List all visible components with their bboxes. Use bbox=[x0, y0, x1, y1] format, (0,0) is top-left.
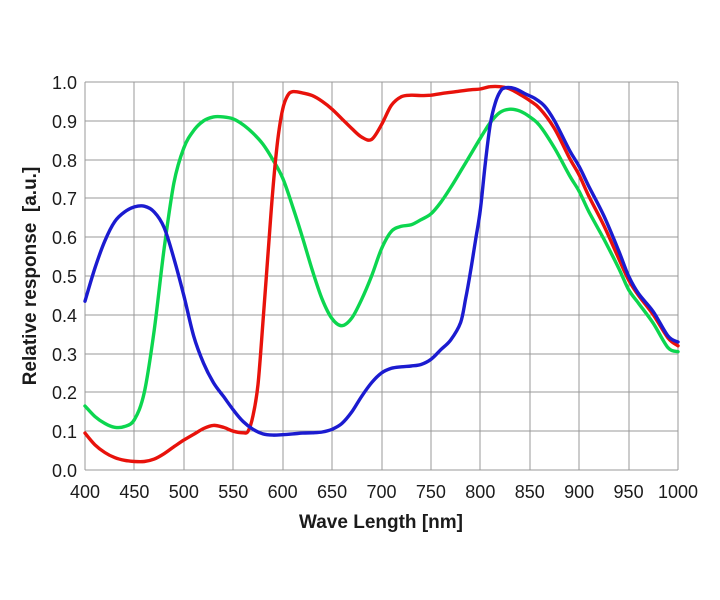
x-tick-label: 700 bbox=[366, 482, 397, 502]
x-tick-label: 900 bbox=[564, 482, 595, 502]
y-tick-label: 0.0 bbox=[51, 461, 77, 481]
x-tick-label: 650 bbox=[317, 482, 348, 502]
y-tick-label: 0.8 bbox=[51, 150, 77, 171]
red-series-line bbox=[83, 84, 680, 464]
series-lines bbox=[83, 84, 680, 464]
y-tick-label: 0.1 bbox=[51, 422, 77, 443]
x-tick-label: 1000 bbox=[657, 482, 699, 502]
y-tick-label: 0.5 bbox=[51, 267, 77, 287]
y-tick-label: 0.9 bbox=[51, 111, 77, 132]
y-tick-label: 0.7 bbox=[51, 189, 77, 210]
x-tick-label: 750 bbox=[415, 482, 446, 502]
y-tick-label: 0.3 bbox=[51, 344, 77, 365]
y-tick-label: 0.2 bbox=[51, 383, 77, 404]
x-axis-title: Wave Length [nm] bbox=[299, 512, 463, 533]
y-tick-label: 0.6 bbox=[51, 228, 77, 249]
x-tick-label: 500 bbox=[168, 482, 199, 502]
grid-lines bbox=[84, 81, 679, 471]
x-tick-label: 800 bbox=[465, 482, 496, 502]
y-tick-label: 1.0 bbox=[51, 73, 77, 93]
green-series-line bbox=[83, 107, 680, 430]
x-tick-label: 850 bbox=[514, 482, 545, 502]
y-tick-label: 0.4 bbox=[51, 305, 77, 326]
y-axis-title: Relative response [a.u.] bbox=[20, 166, 41, 386]
blue-series-line bbox=[83, 85, 680, 437]
x-tick-label: 600 bbox=[267, 482, 298, 502]
x-tick-label: 950 bbox=[613, 482, 644, 502]
x-tick-label: 400 bbox=[69, 482, 101, 502]
x-tick-label: 550 bbox=[218, 482, 249, 502]
x-tick-label: 450 bbox=[119, 482, 150, 502]
